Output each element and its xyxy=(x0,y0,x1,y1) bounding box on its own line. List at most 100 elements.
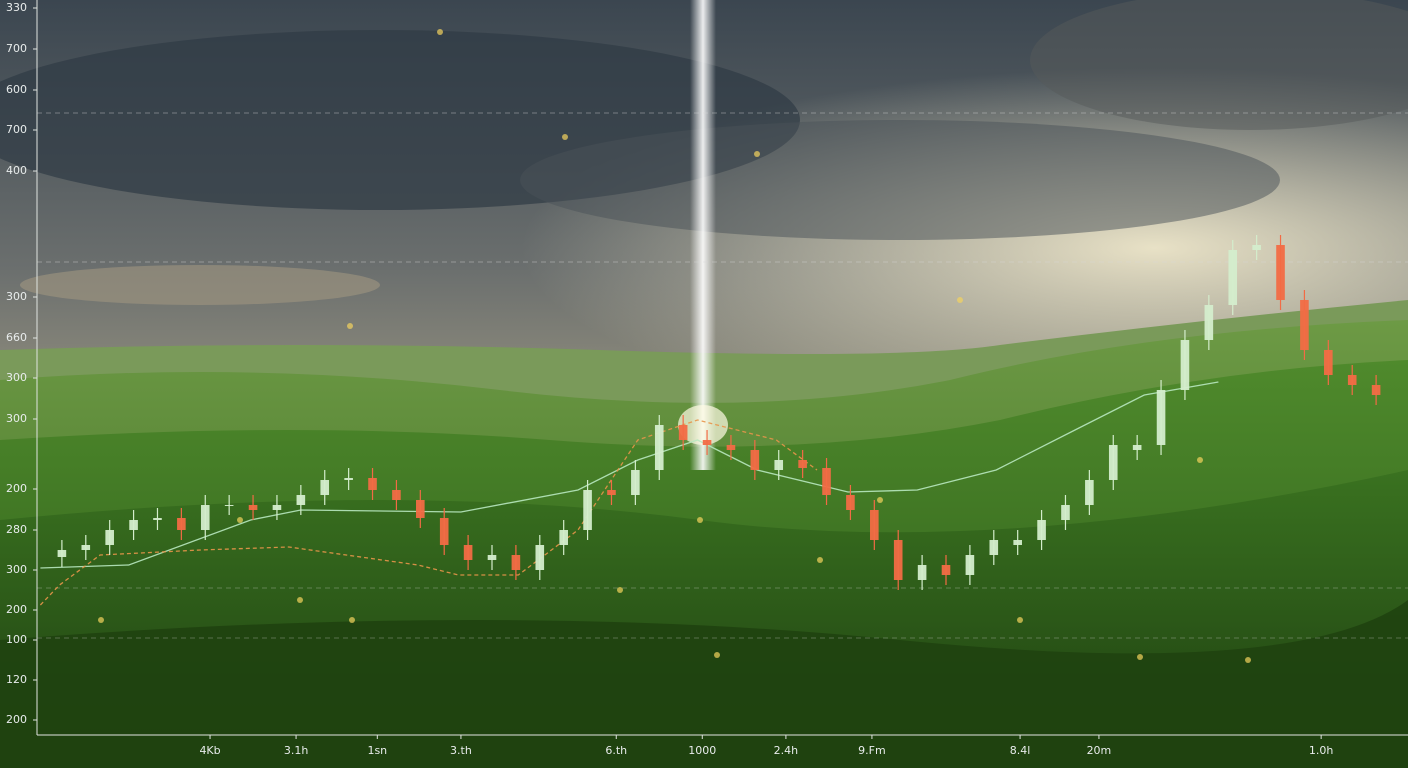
candle-body xyxy=(1324,350,1333,375)
y-tick-label: 600 xyxy=(6,83,27,96)
candle-body xyxy=(392,490,401,500)
candle-body xyxy=(917,565,927,580)
y-tick-label: 700 xyxy=(6,123,27,136)
x-tick-label: 20m xyxy=(1087,744,1112,757)
x-tick-label: 2.4h xyxy=(774,744,798,757)
candle-body xyxy=(1347,375,1357,385)
candle-body xyxy=(1300,300,1309,350)
y-tick-label: 300 xyxy=(6,290,27,303)
candle-body xyxy=(941,565,951,575)
y-tick-label: 280 xyxy=(6,523,27,536)
particle xyxy=(437,29,443,35)
moving-average-line xyxy=(40,381,1219,569)
candle-body xyxy=(1085,480,1094,505)
x-tick-label: 8.4l xyxy=(1010,744,1031,757)
particle xyxy=(562,134,568,140)
candle-body xyxy=(344,478,353,480)
candle-body xyxy=(870,510,879,540)
candle-body xyxy=(1228,250,1238,305)
y-tick-label: 200 xyxy=(6,603,27,616)
candle-body xyxy=(702,440,712,445)
candle-body xyxy=(129,520,138,530)
x-tick-label: 1000 xyxy=(688,744,716,757)
y-tick-label: 120 xyxy=(6,673,27,686)
candle-body xyxy=(989,540,999,555)
particle xyxy=(697,517,703,523)
particle xyxy=(957,297,963,303)
moving-average-line xyxy=(39,419,818,606)
candle-body xyxy=(463,545,473,560)
candle-body xyxy=(296,495,306,505)
particle xyxy=(98,617,104,623)
x-tick-label: 3.th xyxy=(450,744,472,757)
y-tick-label: 330 xyxy=(6,1,27,14)
x-tick-label: 6.th xyxy=(605,744,627,757)
candle-body xyxy=(81,545,91,550)
candle-body xyxy=(1037,520,1046,540)
y-tick-label: 200 xyxy=(6,713,27,726)
y-tick-label: 100 xyxy=(6,633,27,646)
candle-body xyxy=(511,555,521,570)
particle xyxy=(714,652,720,658)
y-tick-label: 700 xyxy=(6,42,27,55)
candle-body xyxy=(200,505,210,530)
candle-body xyxy=(535,545,545,570)
candle-body xyxy=(965,555,975,575)
y-tick-label: 660 xyxy=(6,331,27,344)
candle-body xyxy=(1013,540,1022,545)
particle xyxy=(617,587,623,593)
candle-body xyxy=(678,425,688,440)
candle-body xyxy=(559,530,568,545)
candle-body xyxy=(631,470,640,495)
candle-body xyxy=(1204,305,1214,340)
x-tick-label: 1sn xyxy=(367,744,387,757)
candle-body xyxy=(1180,340,1190,390)
candle-body xyxy=(272,505,282,510)
y-tick-label: 200 xyxy=(6,482,27,495)
particle xyxy=(1197,457,1203,463)
particle xyxy=(1017,617,1023,623)
candle-body xyxy=(439,518,449,545)
candle-body xyxy=(798,460,807,468)
particle xyxy=(349,617,355,623)
particle xyxy=(347,323,353,329)
particle xyxy=(1137,654,1143,660)
y-tick-label: 300 xyxy=(6,371,27,384)
candle-body xyxy=(1108,445,1118,480)
particle xyxy=(297,597,303,603)
x-tick-label: 1.0h xyxy=(1309,744,1333,757)
particle xyxy=(877,497,883,503)
candle-body xyxy=(654,425,664,470)
particle xyxy=(1245,657,1251,663)
candle-body xyxy=(1252,245,1261,250)
y-tick-label: 300 xyxy=(6,412,27,425)
candle-body xyxy=(822,468,831,495)
candle-body xyxy=(320,480,330,495)
x-tick-label: 3.1h xyxy=(284,744,308,757)
candle-body xyxy=(177,518,186,530)
candle-body xyxy=(248,505,258,510)
candle-body xyxy=(1132,445,1142,450)
particle xyxy=(754,151,760,157)
candle-body xyxy=(153,518,162,520)
x-tick-label: 4Kb xyxy=(199,744,220,757)
candle-body xyxy=(487,555,497,560)
candle-body xyxy=(846,495,855,510)
candle-body xyxy=(224,505,234,506)
candle-body xyxy=(583,490,592,530)
candle-body xyxy=(1371,385,1381,395)
candle-body xyxy=(57,550,67,557)
candle-body xyxy=(607,490,616,495)
particle xyxy=(237,517,243,523)
candle-body xyxy=(1156,390,1166,445)
particle xyxy=(817,557,823,563)
candle-body xyxy=(726,445,736,450)
candle-body xyxy=(105,530,114,545)
x-tick-label: 9.Fm xyxy=(858,744,886,757)
candle-body xyxy=(1276,245,1285,300)
y-tick-label: 300 xyxy=(6,563,27,576)
candle-body xyxy=(893,540,903,580)
